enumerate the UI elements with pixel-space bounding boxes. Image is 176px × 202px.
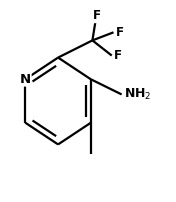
Text: F: F: [93, 9, 101, 22]
Text: NH$_2$: NH$_2$: [124, 87, 151, 102]
Text: F: F: [114, 49, 122, 62]
Text: F: F: [116, 26, 124, 39]
Text: N: N: [20, 73, 31, 86]
